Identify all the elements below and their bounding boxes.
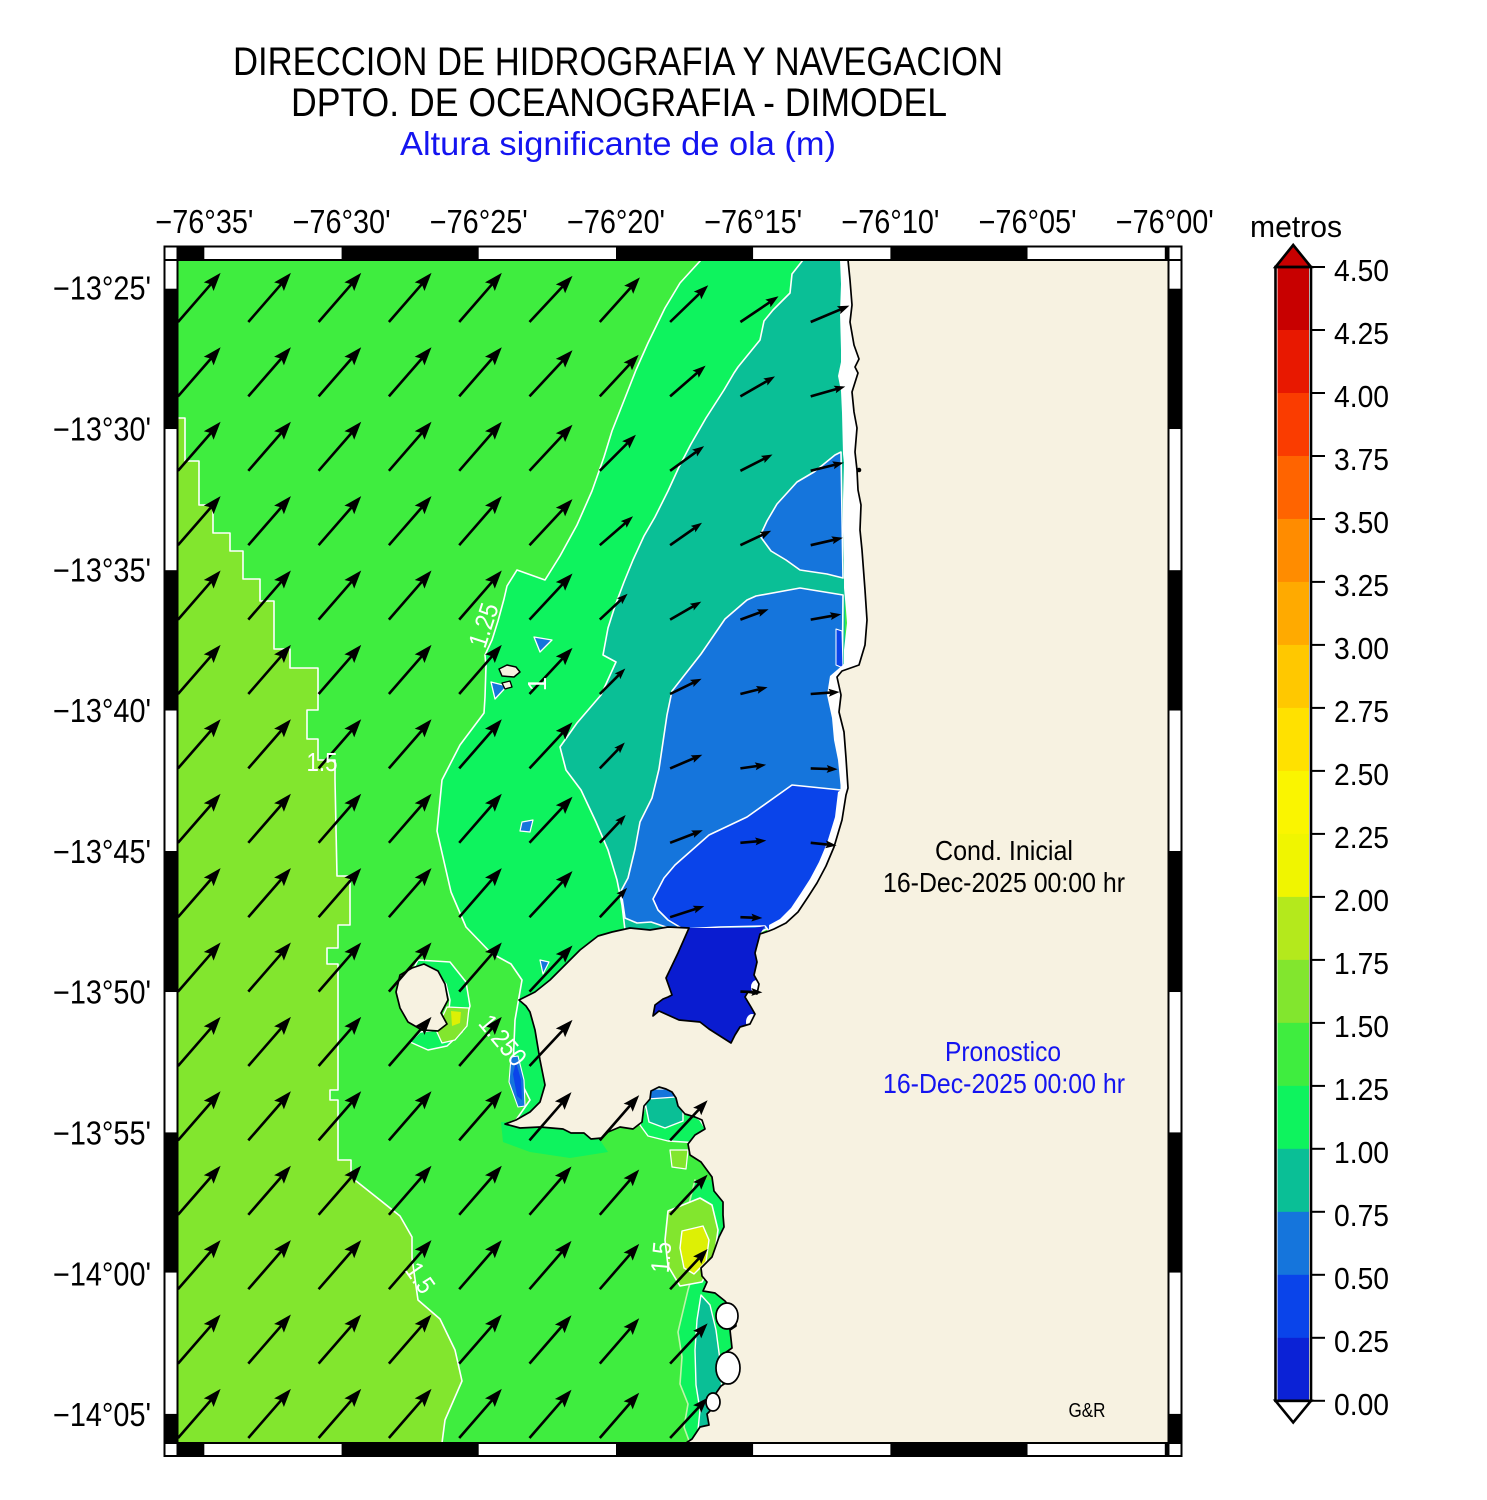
svg-text:3.75: 3.75 xyxy=(1334,442,1389,477)
svg-text:−13°30': −13°30' xyxy=(53,411,151,448)
svg-text:1.5: 1.5 xyxy=(307,747,338,777)
svg-text:2.50: 2.50 xyxy=(1334,757,1389,792)
svg-text:Pronostico: Pronostico xyxy=(945,1036,1061,1067)
svg-text:3.25: 3.25 xyxy=(1334,568,1389,603)
svg-text:0.25: 0.25 xyxy=(1334,1324,1389,1359)
svg-text:0.50: 0.50 xyxy=(1334,1261,1389,1296)
svg-text:4.50: 4.50 xyxy=(1334,253,1389,288)
svg-text:−76°20': −76°20' xyxy=(567,203,665,240)
svg-text:−76°15': −76°15' xyxy=(704,203,802,240)
svg-text:Cond. Inicial: Cond. Inicial xyxy=(935,835,1073,866)
svg-text:1.50: 1.50 xyxy=(1334,1009,1389,1044)
svg-text:−76°35': −76°35' xyxy=(155,203,253,240)
svg-text:1.5: 1.5 xyxy=(645,1240,678,1273)
svg-text:1: 1 xyxy=(522,677,552,691)
svg-text:1.25: 1.25 xyxy=(1334,1072,1389,1107)
svg-text:Altura significante de ola (m): Altura significante de ola (m) xyxy=(400,125,836,162)
svg-text:2.75: 2.75 xyxy=(1334,694,1389,729)
svg-text:G&R: G&R xyxy=(1069,1400,1106,1422)
svg-text:−13°45': −13°45' xyxy=(53,833,151,870)
svg-text:−13°50': −13°50' xyxy=(53,974,151,1011)
svg-text:0.00: 0.00 xyxy=(1334,1387,1389,1422)
svg-text:−13°35': −13°35' xyxy=(53,551,151,588)
svg-text:3.00: 3.00 xyxy=(1334,631,1389,666)
svg-text:−76°30': −76°30' xyxy=(293,203,391,240)
svg-text:1.00: 1.00 xyxy=(1334,1135,1389,1170)
svg-text:4.25: 4.25 xyxy=(1334,316,1389,351)
svg-text:−13°25': −13°25' xyxy=(53,270,151,307)
svg-text:16-Dec-2025 00:00 hr: 16-Dec-2025 00:00 hr xyxy=(883,867,1125,898)
svg-text:−76°00': −76°00' xyxy=(1116,203,1214,240)
svg-text:4.00: 4.00 xyxy=(1334,379,1389,414)
svg-text:DIRECCION DE HIDROGRAFIA Y NAV: DIRECCION DE HIDROGRAFIA Y NAVEGACION xyxy=(233,40,1003,84)
svg-text:−14°05': −14°05' xyxy=(53,1396,151,1433)
svg-text:DPTO. DE OCEANOGRAFIA - DIMODE: DPTO. DE OCEANOGRAFIA - DIMODEL xyxy=(291,81,947,125)
svg-text:3.50: 3.50 xyxy=(1334,505,1389,540)
svg-text:0.75: 0.75 xyxy=(1334,1198,1389,1233)
svg-text:2.00: 2.00 xyxy=(1334,883,1389,918)
svg-text:metros: metros xyxy=(1250,209,1342,244)
svg-text:−76°05': −76°05' xyxy=(979,203,1077,240)
svg-text:16-Dec-2025 00:00 hr: 16-Dec-2025 00:00 hr xyxy=(883,1068,1125,1099)
svg-text:−76°10': −76°10' xyxy=(841,203,939,240)
svg-text:−76°25': −76°25' xyxy=(430,203,528,240)
svg-text:−13°55': −13°55' xyxy=(53,1115,151,1152)
svg-text:−14°00': −14°00' xyxy=(53,1255,151,1292)
svg-text:−13°40': −13°40' xyxy=(53,692,151,729)
svg-text:1.75: 1.75 xyxy=(1334,946,1389,981)
svg-text:2.25: 2.25 xyxy=(1334,820,1389,855)
